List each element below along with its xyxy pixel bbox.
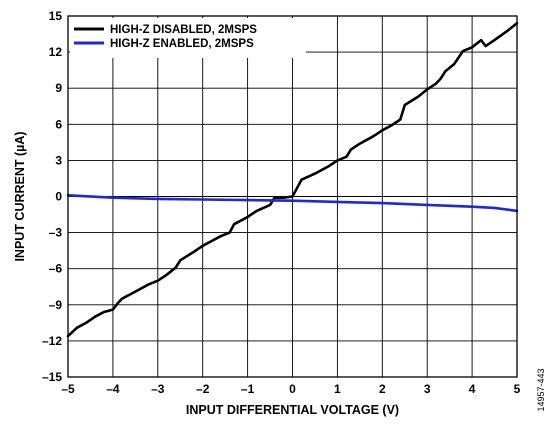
legend-label-2: HIGH-Z ENABLED, 2MSPS [110, 38, 254, 50]
x-tick-label: 3 [424, 382, 431, 396]
y-tick-label: 9 [55, 81, 62, 95]
y-tick-label: 12 [49, 45, 63, 59]
figure-id: 14957-443 [536, 368, 546, 411]
y-tick-label: –6 [49, 262, 63, 276]
x-tick-label: –3 [151, 382, 165, 396]
x-tick-label: 0 [289, 382, 296, 396]
x-tick-label: 1 [334, 382, 341, 396]
y-tick-label: –15 [42, 370, 62, 384]
y-tick-label: –9 [49, 298, 63, 312]
x-tick-label: –5 [61, 382, 75, 396]
x-tick-label: –1 [241, 382, 255, 396]
x-axis-title: INPUT DIFFERENTIAL VOLTAGE (V) [186, 403, 399, 417]
y-tick-label: 6 [55, 117, 62, 131]
series-line-2 [66, 194, 519, 213]
y-tick-label: 0 [55, 190, 62, 204]
series-line-1 [66, 21, 519, 338]
x-tick-label: –4 [106, 382, 120, 396]
series-layer [66, 21, 519, 338]
plot-frame [67, 15, 518, 378]
legend-label-1: HIGH-Z DISABLED, 2MSPS [110, 24, 257, 36]
x-tick-label: 5 [514, 382, 521, 396]
legend-background [70, 18, 306, 58]
legend: HIGH-Z DISABLED, 2MSPS HIGH-Z ENABLED, 2M… [70, 18, 306, 58]
x-tick-label: –2 [196, 382, 210, 396]
y-tick-label: –12 [42, 334, 62, 348]
y-tick-label: –3 [49, 226, 63, 240]
y-tick-label: 3 [55, 153, 62, 167]
y-tick-label: 15 [49, 9, 63, 23]
y-axis-title: INPUT CURRENT (µA) [13, 131, 27, 261]
x-tick-label: 2 [379, 382, 386, 396]
x-tick-label: 4 [469, 382, 476, 396]
